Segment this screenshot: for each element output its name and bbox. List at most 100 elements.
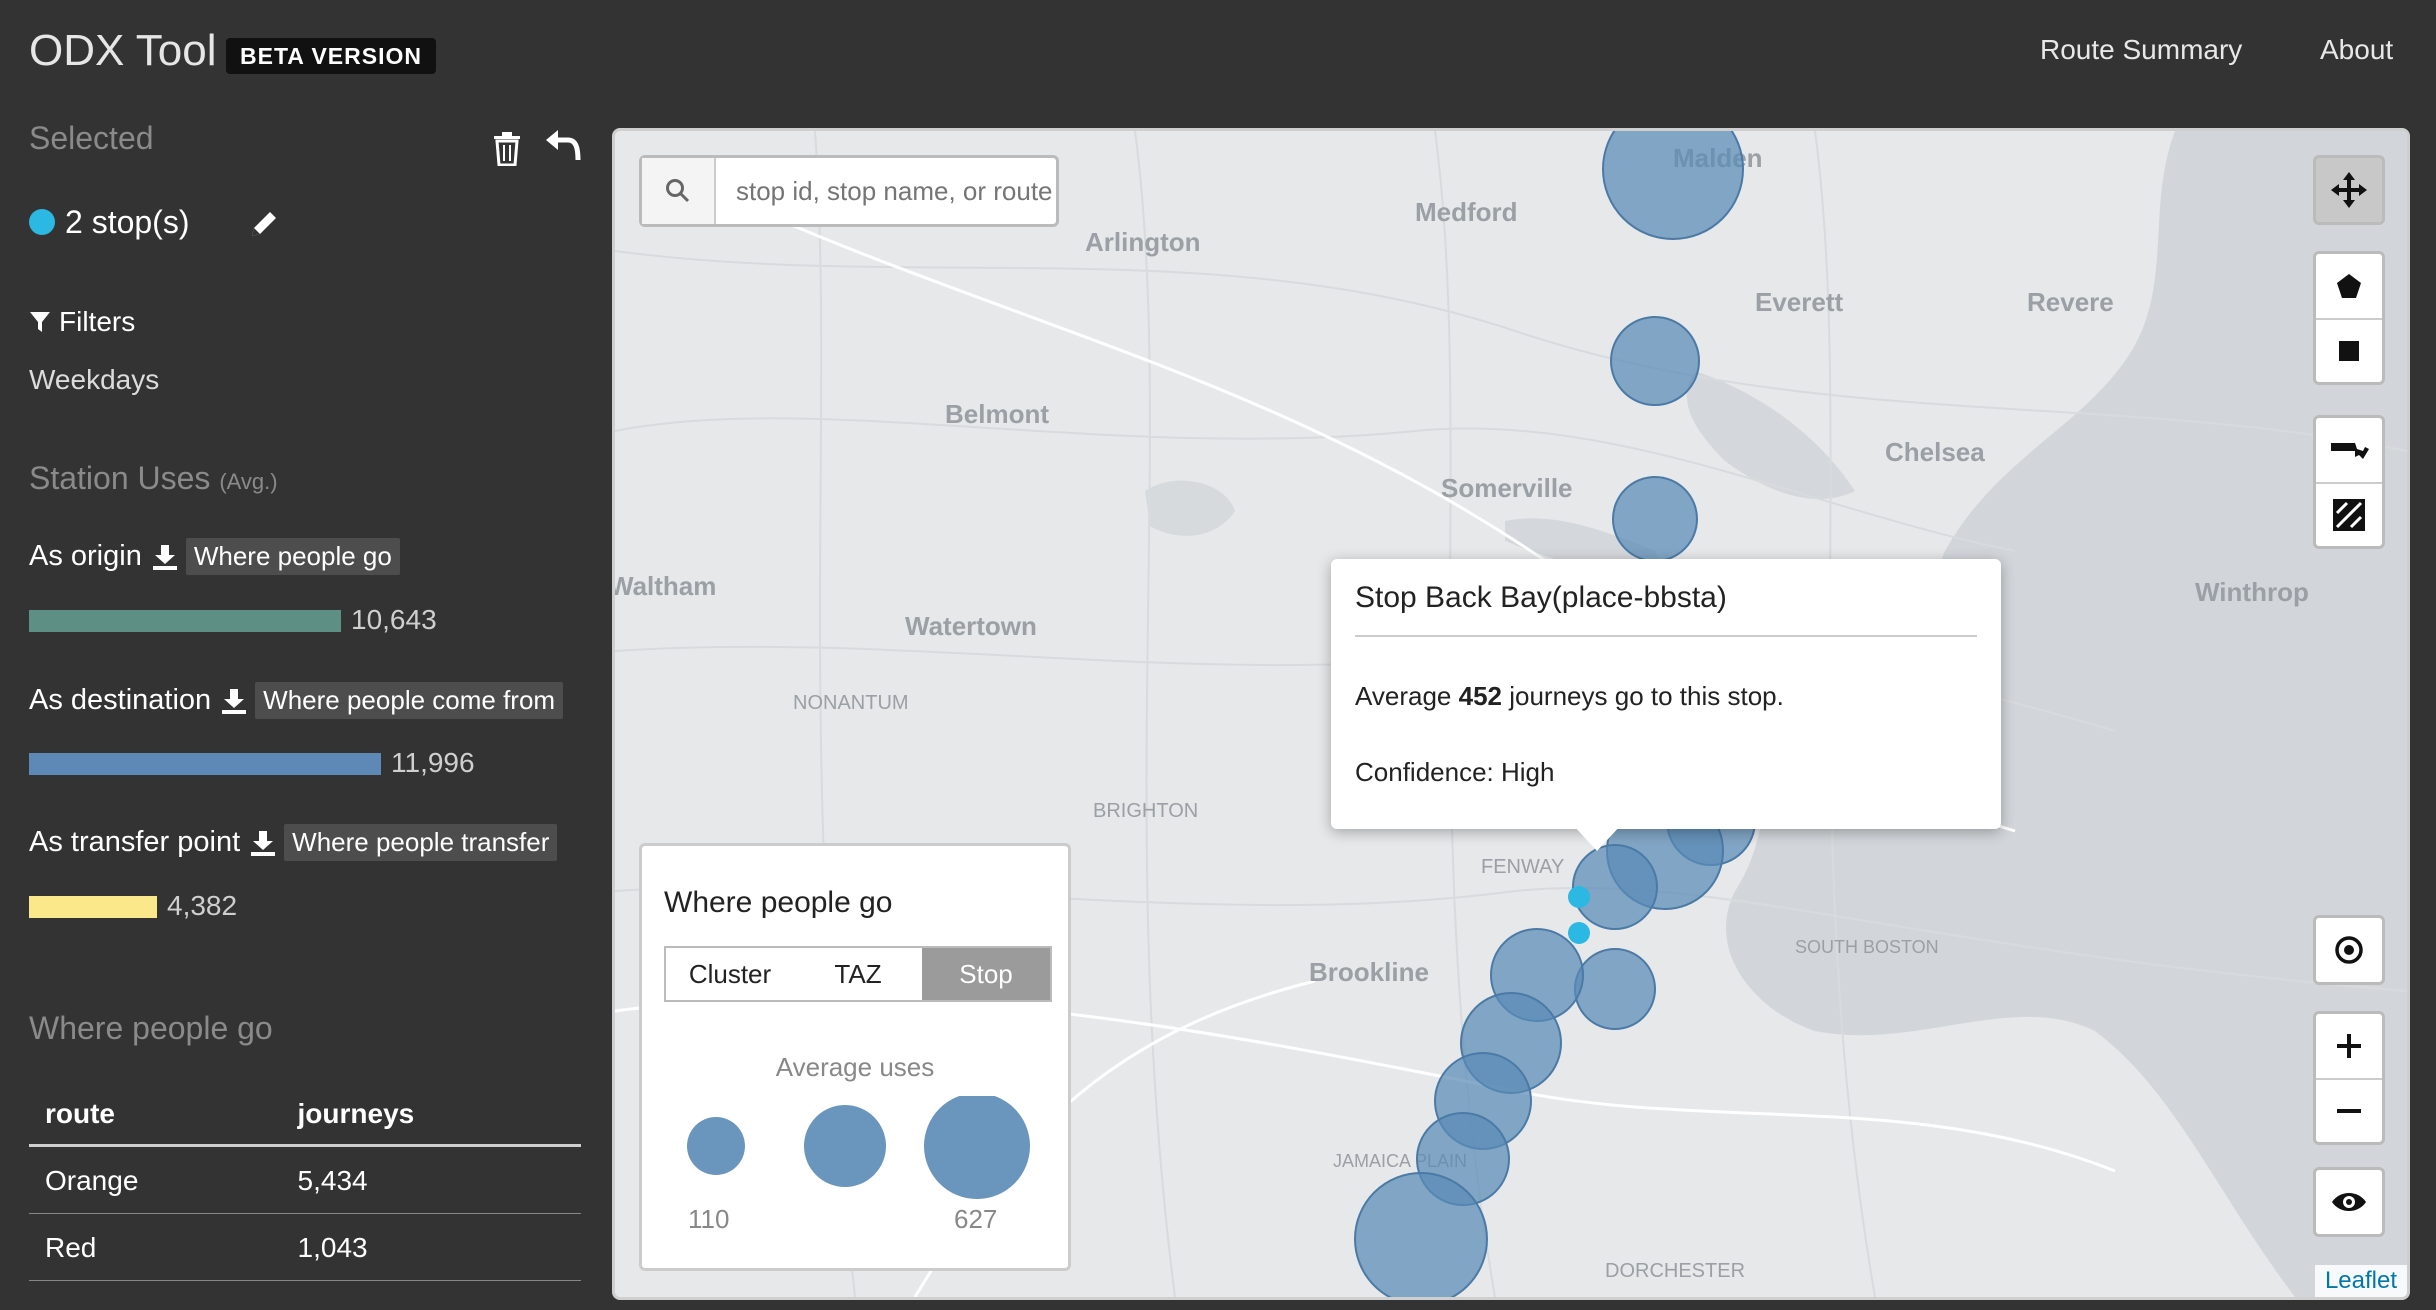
popup-tip [1573,825,1621,851]
sidebar: Selected 2 stop(s) Filters Weekdays Stat… [0,110,600,1310]
stop-bubble[interactable] [1574,948,1656,1030]
place-label: FENWAY [1481,856,1564,878]
selected-stop-dot[interactable] [1568,922,1590,944]
legend-min-label: 110 [688,1204,730,1234]
draw-control [2313,251,2385,385]
table-row[interactable]: Orange 5,434 [29,1145,581,1214]
route-cell: Orange [29,1145,282,1214]
map-canvas[interactable]: Malden Medford Arlington Everett Revere … [615,131,2407,1297]
place-label: Belmont [945,399,1049,429]
place-label: SOUTH BOSTON [1795,937,1939,957]
place-label: Waltham [615,571,716,601]
zoom-out-button[interactable] [2316,1078,2382,1142]
zoom-in-button[interactable] [2316,1014,2382,1078]
eye-icon [2332,1193,2366,1211]
popup-divider [1355,635,1977,637]
search-icon [666,179,690,203]
draw-rectangle-button[interactable] [2316,318,2382,382]
search-input[interactable] [716,158,1056,224]
table-header-row: route journeys [29,1090,581,1147]
square-icon [2339,341,2359,361]
trash-icon[interactable] [492,132,522,166]
station-uses-heading: Station Uses (Avg.) [29,460,278,497]
legend-max-label: 627 [954,1204,998,1234]
tab-cluster[interactable]: Cluster [688,958,772,989]
locate-control [2313,915,2385,985]
station-uses-sub: (Avg.) [219,469,278,494]
undo-icon[interactable] [544,128,582,162]
use-origin-value: 10,643 [351,604,437,635]
place-label: BRIGHTON [1093,800,1198,822]
legend-circles [687,1096,1030,1199]
stop-bubble[interactable] [1572,844,1658,930]
app-title: ODX Tool [29,26,217,75]
col-journeys-header[interactable]: journeys [281,1090,581,1147]
use-origin-bar [29,610,341,632]
where-people-go-heading: Where people go [29,1010,273,1046]
selected-stop-dot[interactable] [1568,886,1590,908]
nav-route-summary[interactable]: Route Summary [2040,34,2243,65]
massachusetts-icon [2331,443,2369,459]
use-label: As origin [29,540,142,572]
popup-title: Stop Back Bay(place-bbsta) [1355,581,1727,614]
popup-line1-post: journeys go to this stop. [1509,681,1784,711]
place-label: NONANTUM [793,692,909,714]
place-label: Medford [1415,197,1518,227]
search-button[interactable] [642,158,716,224]
legend-circle-medium [804,1105,886,1187]
download-icon[interactable] [152,544,178,570]
place-label: Brookline [1309,957,1429,987]
download-icon[interactable] [221,688,247,714]
where-people-transfer-link[interactable]: Where people transfer [284,824,558,861]
stop-bubble[interactable] [1354,1172,1488,1297]
top-bar: ODX Tool BETA VERSION Route Summary Abou… [0,0,2436,110]
route-journeys-table: route journeys Orange 5,434 Red 1,043 [29,1090,581,1281]
map[interactable]: Malden Medford Arlington Everett Revere … [612,128,2410,1300]
pencil-edit-icon[interactable] [248,208,280,240]
use-destination-value: 11,996 [391,747,475,778]
where-people-go-link[interactable]: Where people go [185,538,400,575]
place-label: DORCHESTER [1605,1260,1745,1282]
popup-confidence: Confidence: High [1355,757,1555,787]
place-label: Somerville [1441,473,1573,503]
stop-bubble[interactable] [1610,316,1700,406]
table-row[interactable]: Red 1,043 [29,1213,581,1281]
locate-button[interactable] [2316,918,2382,982]
legend-circle-small [687,1117,745,1175]
legend-subtitle: Average uses [775,1052,935,1082]
stop-bubble[interactable] [1602,131,1744,240]
visibility-button[interactable] [2316,1170,2382,1234]
pan-button[interactable] [2316,158,2382,222]
leaflet-attribution[interactable]: Leaflet [2314,1265,2407,1297]
visibility-control [2313,1167,2385,1237]
minus-icon [2337,1109,2361,1113]
region-layer-button[interactable] [2316,418,2382,482]
download-icon[interactable] [250,830,276,856]
popup-journeys-count: 452 [1458,681,1502,711]
col-route-header[interactable]: route [29,1090,282,1147]
use-label: As destination [29,684,212,716]
station-uses-title: Station Uses [29,460,211,496]
draw-polygon-button[interactable] [2316,254,2382,318]
place-label: Everett [1755,287,1843,317]
where-people-come-from-link[interactable]: Where people come from [255,682,564,719]
tab-taz[interactable]: TAZ [834,958,882,989]
tab-stop[interactable]: Stop [922,948,1050,1000]
use-transfer-bar [29,896,157,918]
place-label: Winthrop [2195,577,2309,607]
map-layer-button[interactable] [2316,482,2382,546]
use-destination-row: As destination Where people come from [29,682,564,719]
legend-circle-large [924,1096,1030,1199]
pan-control [2313,155,2385,225]
use-transfer-value: 4,382 [167,890,238,921]
journeys-cell: 1,043 [281,1213,581,1281]
route-cell: Red [29,1213,282,1281]
nav-about[interactable]: About [2320,34,2394,65]
stop-bubble[interactable] [1612,476,1698,562]
zoom-control [2313,1011,2385,1145]
use-label: As transfer point [29,826,241,858]
use-transfer-row: As transfer point Where people transfer [29,824,558,861]
selected-heading: Selected [29,120,154,156]
use-origin-row: As origin Where people go [29,538,400,575]
place-label: Chelsea [1885,437,1985,467]
